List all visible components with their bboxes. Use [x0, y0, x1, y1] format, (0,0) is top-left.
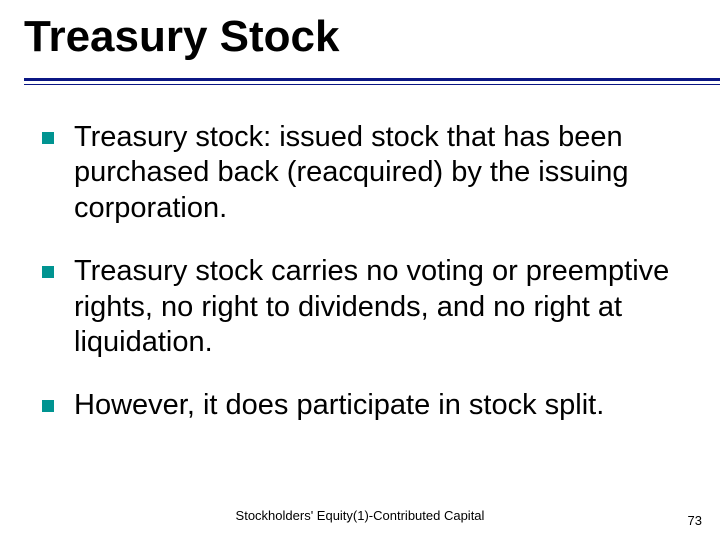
bullet-text: However, it does participate in stock sp…	[74, 388, 696, 423]
list-item: Treasury stock carries no voting or pree…	[42, 254, 696, 360]
list-item: Treasury stock: issued stock that has be…	[42, 120, 696, 226]
slide: Treasury Stock Treasury stock: issued st…	[0, 0, 720, 540]
square-bullet-icon	[42, 400, 54, 412]
underline-thick	[24, 78, 720, 81]
square-bullet-icon	[42, 132, 54, 144]
bullet-text: Treasury stock: issued stock that has be…	[74, 120, 696, 226]
underline-thin	[24, 84, 720, 85]
bullet-text: Treasury stock carries no voting or pree…	[74, 254, 696, 360]
bullet-list: Treasury stock: issued stock that has be…	[42, 120, 696, 424]
footer: Stockholders' Equity(1)-Contributed Capi…	[0, 508, 720, 528]
square-bullet-icon	[42, 266, 54, 278]
slide-title: Treasury Stock	[24, 14, 696, 60]
footer-text: Stockholders' Equity(1)-Contributed Capi…	[0, 508, 720, 523]
list-item: However, it does participate in stock sp…	[42, 388, 696, 423]
page-number: 73	[688, 513, 702, 528]
